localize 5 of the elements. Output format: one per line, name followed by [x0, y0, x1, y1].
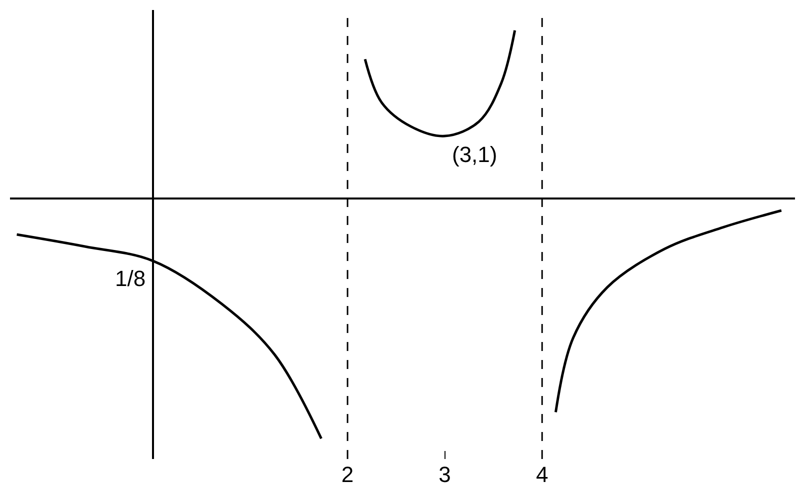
annotation: (3,1) — [452, 142, 498, 167]
x-tick-label: 2 — [341, 462, 354, 487]
x-tick-label: 3 — [438, 462, 451, 487]
annotation: 1/8 — [115, 266, 146, 291]
x-tick-label: 4 — [536, 462, 548, 487]
